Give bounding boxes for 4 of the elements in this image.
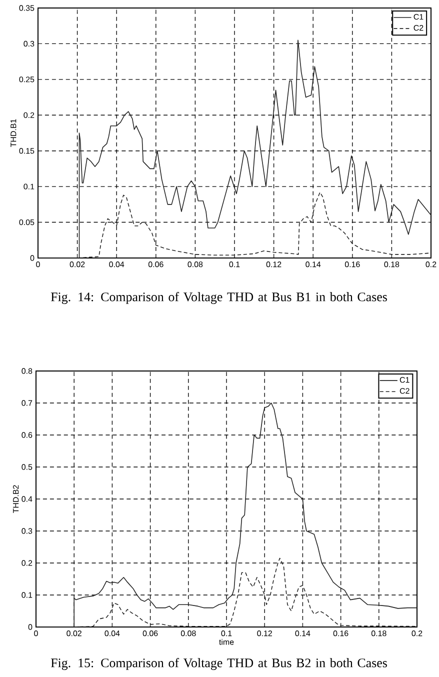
caption: Fig. 15: Comparison of Voltage THD at Bus B2 in both Cases [50,658,387,670]
line-series [38,40,432,258]
caption: Fig. 14: Comparison of Voltage THD at Bus B1 in both Cases [50,292,387,304]
line-series [36,402,418,627]
